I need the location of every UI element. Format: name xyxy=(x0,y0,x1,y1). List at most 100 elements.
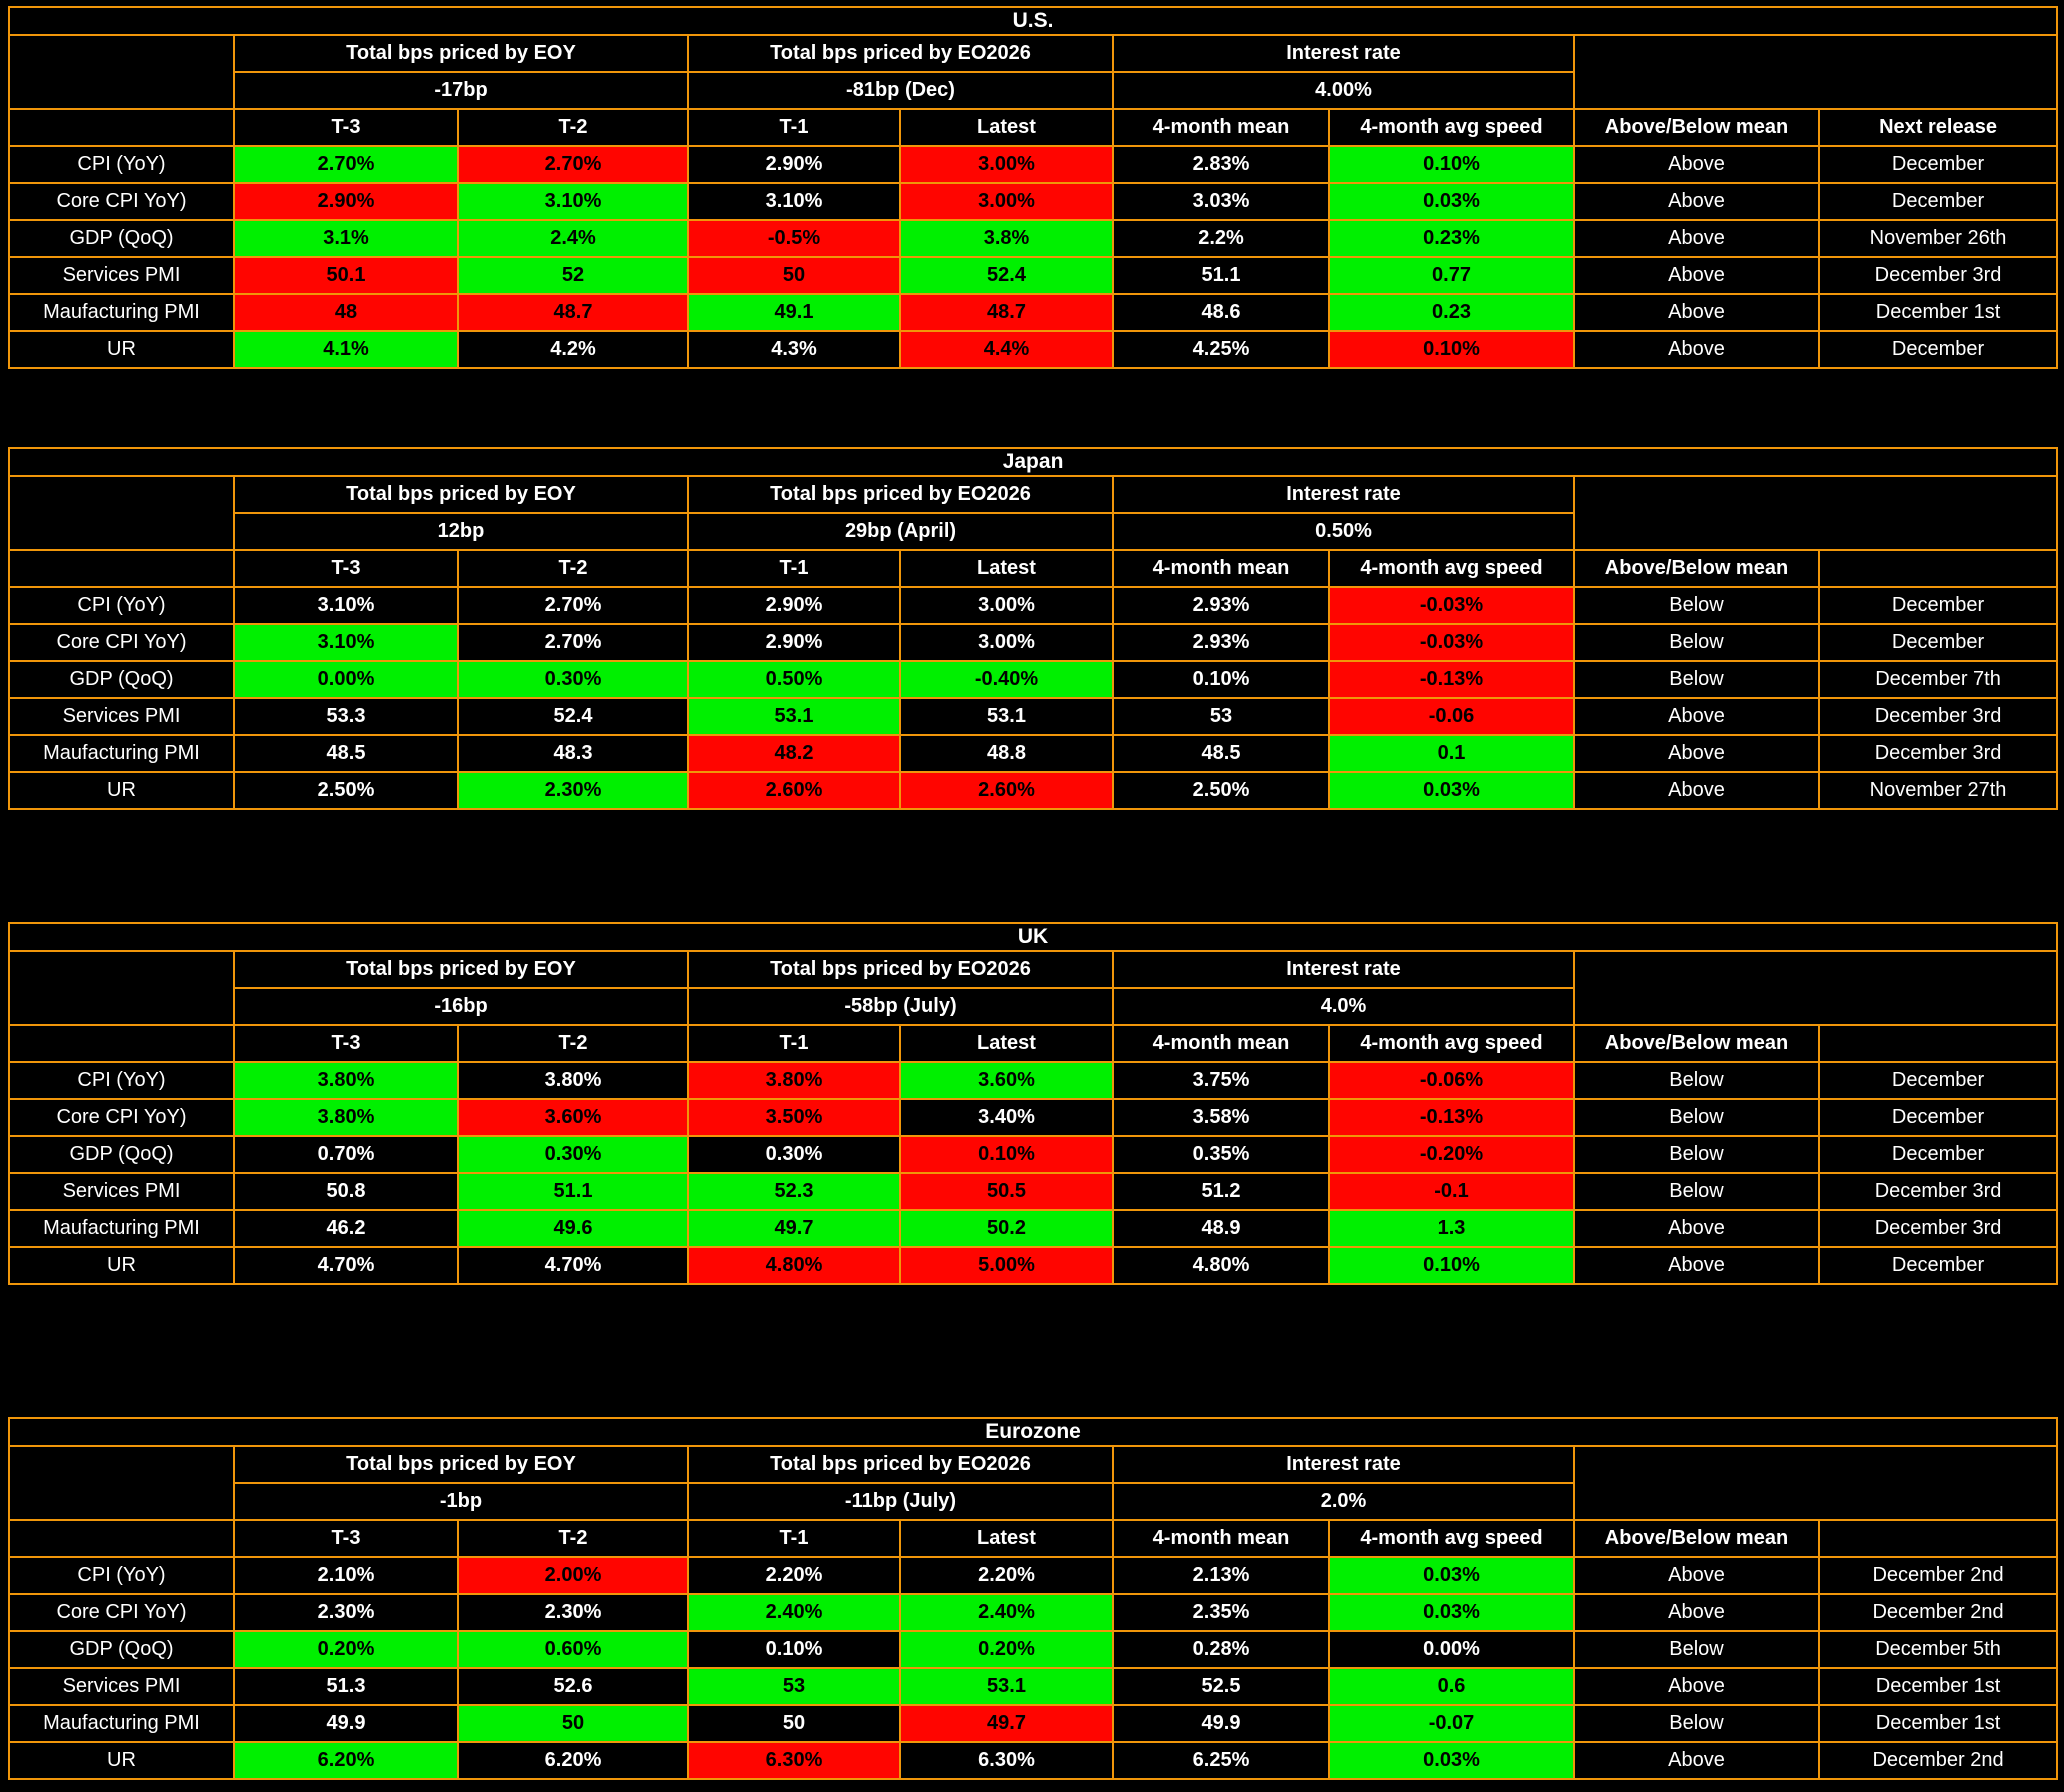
data-cell: 51.1 xyxy=(1112,256,1330,295)
table-row: CPI (YoY) 3.80% 3.80% 3.80% 3.60% 3.75% -0.06%… xyxy=(8,1061,2059,1100)
data-cell: 0.6 xyxy=(1328,1667,1575,1706)
data-cell: -0.40% xyxy=(899,660,1114,699)
col-header-t1: T-1 xyxy=(687,108,901,147)
bps-eoy-value: -16bp xyxy=(233,987,689,1026)
data-cell: 2.50% xyxy=(233,771,459,810)
col-header-spacer xyxy=(8,1519,235,1558)
data-cell: 2.70% xyxy=(233,145,459,184)
data-cell: 3.40% xyxy=(899,1098,1114,1137)
spacer-cell xyxy=(1572,1445,2059,1521)
data-cell: 4.1% xyxy=(233,330,459,369)
data-cell: 3.10% xyxy=(687,182,901,221)
row-label: Services PMI xyxy=(8,1172,235,1211)
col-header-latest: Latest xyxy=(899,1519,1114,1558)
data-cell: 0.23 xyxy=(1328,293,1575,332)
bps-eo2026-value: -81bp (Dec) xyxy=(687,71,1114,110)
interest-rate-header: Interest rate xyxy=(1112,1445,1575,1484)
data-cell: 3.58% xyxy=(1112,1098,1330,1137)
data-cell: December xyxy=(1817,1098,2059,1137)
data-cell: Below xyxy=(1573,586,1820,625)
data-cell: Above xyxy=(1573,1741,1820,1780)
table-row: GDP (QoQ) 3.1% 2.4% -0.5% 3.8% 2.2% 0.23% Above… xyxy=(8,219,2059,258)
data-cell: 3.75% xyxy=(1112,1061,1330,1100)
row-label: Services PMI xyxy=(8,697,235,736)
bps-eoy-header: Total bps priced by EOY xyxy=(233,950,689,989)
data-cell: 0.30% xyxy=(687,1135,901,1174)
data-cell: 2.30% xyxy=(233,1593,459,1632)
bps-eo2026-header: Total bps priced by EO2026 xyxy=(687,950,1114,989)
col-header-latest: Latest xyxy=(899,108,1114,147)
row-label: Core CPI YoY) xyxy=(8,1593,235,1632)
data-cell: 3.8% xyxy=(899,219,1114,258)
table-row: Core CPI YoY) 3.80% 3.60% 3.50% 3.40% 3.58% -0… xyxy=(8,1098,2059,1137)
data-cell: December 3rd xyxy=(1817,256,2059,295)
data-cell: 0.10% xyxy=(1112,660,1330,699)
data-cell: Above xyxy=(1573,145,1820,184)
row-label: UR xyxy=(8,1741,235,1780)
table-row: UR 2.50% 2.30% 2.60% 2.60% 2.50% 0.03% Above Nov… xyxy=(8,771,2059,810)
col-header-spacer xyxy=(8,549,235,588)
data-cell: 0.10% xyxy=(1328,330,1575,369)
row-label: Maufacturing PMI xyxy=(8,1704,235,1743)
col-header-4-month-mean: 4-month mean xyxy=(1112,108,1330,147)
data-cell: 3.00% xyxy=(899,145,1114,184)
data-cell: 3.80% xyxy=(233,1098,459,1137)
data-cell: 0.00% xyxy=(1328,1630,1575,1669)
data-cell: 3.60% xyxy=(457,1098,689,1137)
bps-eoy-value: -17bp xyxy=(233,71,689,110)
data-cell: Below xyxy=(1573,1630,1820,1669)
data-cell: 0.77 xyxy=(1328,256,1575,295)
data-cell: 52.3 xyxy=(687,1172,901,1211)
data-cell: 0.10% xyxy=(687,1630,901,1669)
bps-eo2026-header: Total bps priced by EO2026 xyxy=(687,34,1114,73)
data-cell: 0.20% xyxy=(899,1630,1114,1669)
col-header-t1: T-1 xyxy=(687,1519,901,1558)
data-cell: December xyxy=(1817,1246,2059,1285)
spacer-cell xyxy=(1572,950,2059,1026)
data-cell: -0.06% xyxy=(1328,1061,1575,1100)
col-header-4-month-avg-speed: 4-month avg speed xyxy=(1328,549,1575,588)
data-cell: Below xyxy=(1573,1098,1820,1137)
data-cell: 2.70% xyxy=(457,145,689,184)
data-cell: December 2nd xyxy=(1817,1741,2059,1780)
data-cell: 4.70% xyxy=(457,1246,689,1285)
data-cell: 0.1 xyxy=(1328,734,1575,773)
col-header-4-month-avg-speed: 4-month avg speed xyxy=(1328,1024,1575,1063)
data-cell: 51.1 xyxy=(457,1172,689,1211)
bps-eo2026-header: Total bps priced by EO2026 xyxy=(687,475,1114,514)
data-cell: November 27th xyxy=(1817,771,2059,810)
bps-eoy-header: Total bps priced by EOY xyxy=(233,34,689,73)
data-cell: 2.83% xyxy=(1112,145,1330,184)
row-label: Maufacturing PMI xyxy=(8,293,235,332)
data-cell: 2.90% xyxy=(687,586,901,625)
data-cell: 53.3 xyxy=(233,697,459,736)
row-label: GDP (QoQ) xyxy=(8,1135,235,1174)
data-cell: 4.70% xyxy=(233,1246,459,1285)
data-cell: 52.6 xyxy=(457,1667,689,1706)
data-cell: 2.70% xyxy=(457,586,689,625)
data-cell: 3.10% xyxy=(233,586,459,625)
col-header-above-below-mean: Above/Below mean xyxy=(1573,1024,1820,1063)
japan-table: Japan Total bps priced by EOY Total bps pr… xyxy=(7,447,2059,810)
data-cell: 2.60% xyxy=(687,771,901,810)
data-cell: Below xyxy=(1573,660,1820,699)
data-cell: 51.3 xyxy=(233,1667,459,1706)
row-label: Core CPI YoY) xyxy=(8,1098,235,1137)
data-cell: 49.7 xyxy=(899,1704,1114,1743)
data-cell: -0.06 xyxy=(1328,697,1575,736)
data-cell: 49.1 xyxy=(687,293,901,332)
col-header-t3: T-3 xyxy=(233,1519,459,1558)
data-cell: 46.2 xyxy=(233,1209,459,1248)
data-cell: 2.30% xyxy=(457,771,689,810)
data-cell: 2.90% xyxy=(233,182,459,221)
data-cell: Above xyxy=(1573,771,1820,810)
row-label: UR xyxy=(8,771,235,810)
data-cell: 2.93% xyxy=(1112,586,1330,625)
data-cell: Above xyxy=(1573,697,1820,736)
data-cell: 48.8 xyxy=(899,734,1114,773)
data-cell: -0.03% xyxy=(1328,623,1575,662)
table-row: UR 4.70% 4.70% 4.80% 5.00% 4.80% 0.10% Above Dec… xyxy=(8,1246,2059,1285)
data-cell: 48.7 xyxy=(457,293,689,332)
data-cell: 50.1 xyxy=(233,256,459,295)
data-cell: December xyxy=(1817,330,2059,369)
